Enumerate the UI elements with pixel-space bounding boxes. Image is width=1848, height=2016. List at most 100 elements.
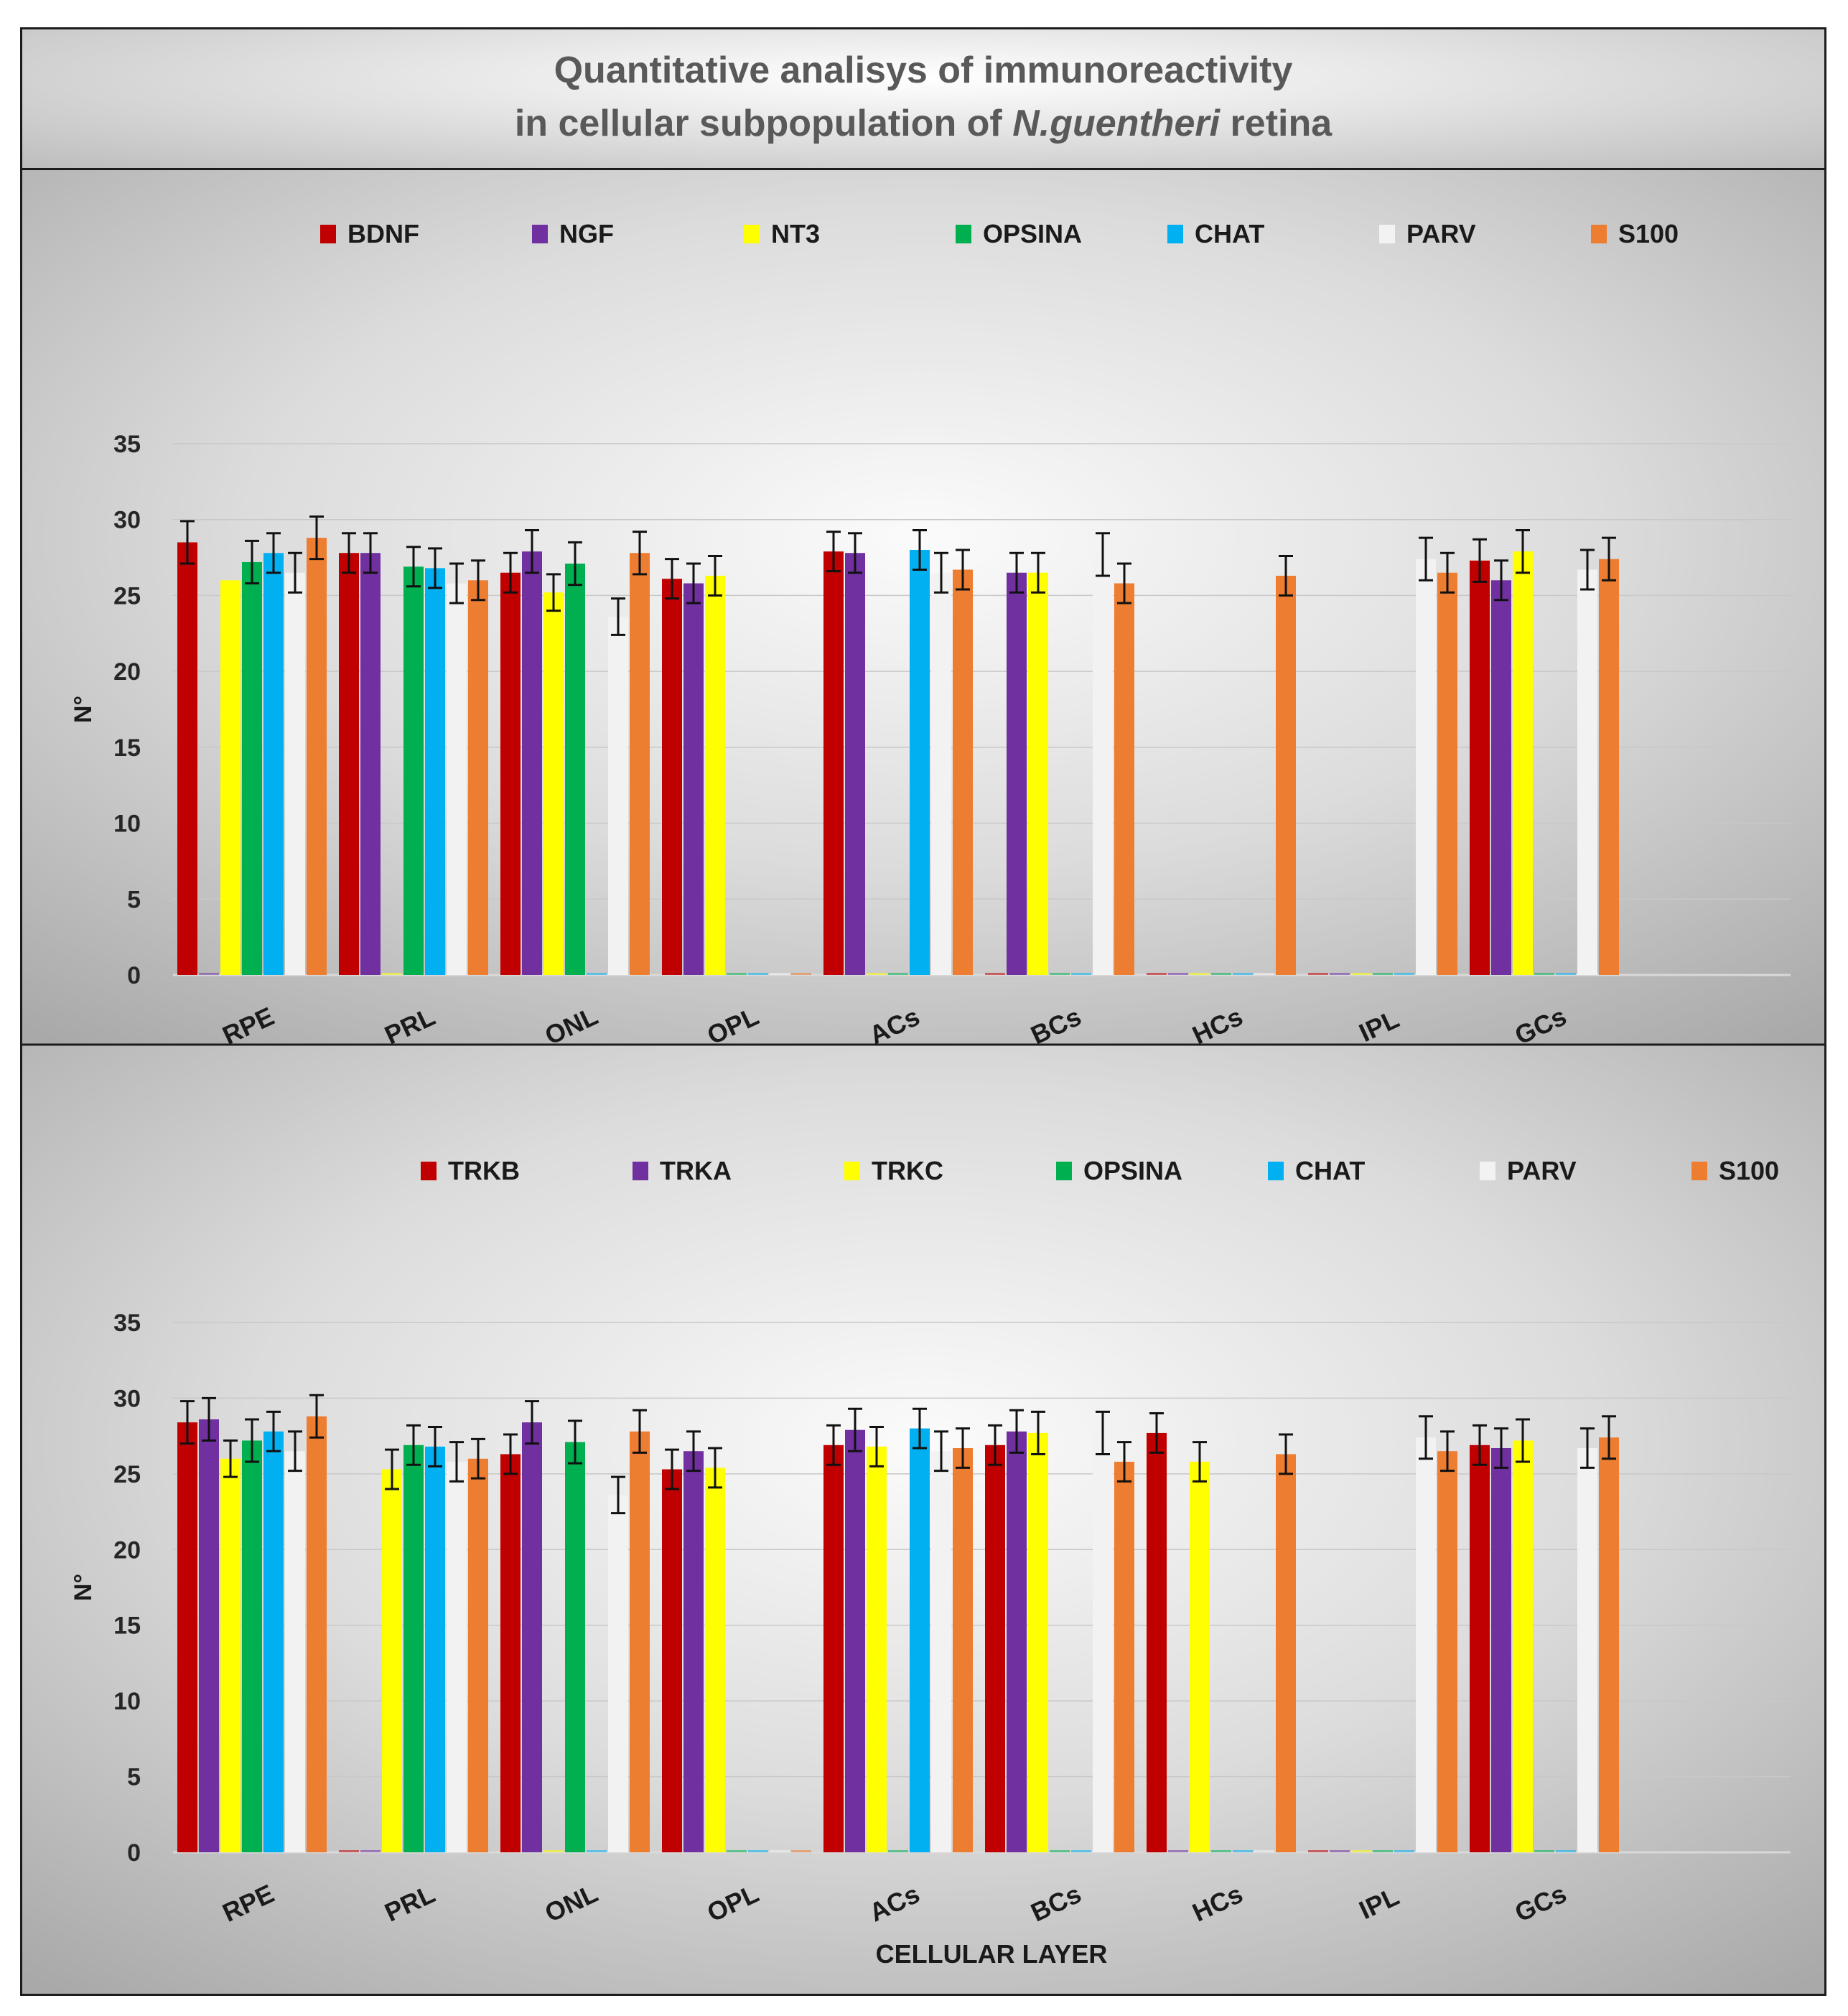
zero-bar-trka-prl	[360, 1850, 381, 1852]
y-axis-label: N°	[70, 1574, 97, 1601]
zero-bar-chat-hcs	[1233, 973, 1253, 975]
zero-bar-s100-opl	[791, 1850, 811, 1852]
bar-ngf-opl	[683, 583, 704, 975]
title-prefix: in cellular subpopulation of	[514, 103, 1013, 144]
zero-bar-opsina-opl	[727, 1850, 747, 1852]
bar-opsina-prl	[403, 1445, 424, 1852]
bar-bdnf-rpe	[177, 542, 197, 975]
zero-bar-trka-ipl	[1330, 1850, 1350, 1852]
zero-bar-chat-opl	[748, 1850, 768, 1852]
bar-bdnf-onl	[500, 572, 521, 975]
legend-label: BDNF	[347, 219, 419, 248]
bar-parv-ipl	[1416, 559, 1436, 975]
bar-trka-acs	[845, 1429, 865, 1852]
legend-item-trkc: TRKC	[844, 1156, 943, 1185]
bar-chat-prl	[425, 1446, 445, 1852]
zero-bar-opsina-opl	[727, 973, 747, 975]
legend-item-trka: TRKA	[633, 1156, 732, 1185]
legend-label: NGF	[559, 219, 614, 248]
zero-bar-chat-bcs	[1071, 1850, 1091, 1852]
bar-bdnf-acs	[823, 551, 844, 975]
bar-parv-onl	[608, 1495, 628, 1852]
title-suffix: retina	[1220, 103, 1333, 144]
bar-trkc-opl	[705, 1467, 725, 1852]
y-tick-label: 15	[113, 1613, 141, 1640]
legend-swatch	[1379, 225, 1395, 243]
legend-swatch	[1056, 1162, 1072, 1180]
bar-trkb-rpe	[177, 1422, 197, 1852]
zero-bar-s100-opl	[791, 973, 811, 975]
bar-nt3-bcs	[1028, 572, 1048, 975]
bar-opsina-rpe	[242, 1440, 262, 1852]
zero-bar-chat-onl	[587, 1850, 607, 1852]
zero-bar-ngf-hcs	[1168, 973, 1188, 975]
zero-bar-opsina-bcs	[1050, 1850, 1070, 1852]
x-axis-label: CELLULAR LAYER	[876, 1939, 1108, 1969]
bar-trka-bcs	[1007, 1431, 1027, 1852]
zero-bar-ngf-rpe	[199, 973, 219, 975]
legend-label: PARV	[1507, 1156, 1577, 1185]
legend-swatch	[532, 225, 548, 243]
legend-label: CHAT	[1295, 1156, 1365, 1185]
zero-bar-chat-onl	[587, 973, 607, 975]
legend-swatch	[1167, 225, 1183, 243]
bar-trkc-hcs	[1190, 1461, 1210, 1852]
y-tick-label: 5	[127, 886, 141, 913]
title-species: N.guentheri	[1012, 103, 1221, 144]
zero-bar-opsina-hcs	[1211, 1850, 1231, 1852]
bar-parv-bcs	[1093, 1432, 1113, 1852]
zero-bar-chat-bcs	[1071, 973, 1091, 975]
bar-parv-bcs	[1093, 554, 1113, 975]
zero-bar-opsina-gcs	[1534, 973, 1554, 975]
bar-opsina-prl	[403, 566, 424, 975]
bar-s100-hcs	[1276, 1454, 1296, 1852]
legend-label: S100	[1618, 219, 1679, 248]
y-tick-label: 15	[113, 734, 141, 762]
zero-bar-bdnf-bcs	[985, 973, 1005, 975]
legend-label: TRKB	[448, 1156, 520, 1185]
bar-opsina-onl	[565, 564, 585, 975]
bar-trka-gcs	[1491, 1448, 1511, 1852]
y-tick-label: 20	[113, 1536, 141, 1564]
bar-ngf-acs	[845, 553, 865, 975]
legend-item-opsina: OPSINA	[1056, 1156, 1182, 1185]
legend-swatch	[1691, 1162, 1707, 1180]
zero-bar-trkb-prl	[339, 1850, 359, 1852]
bar-ngf-prl	[360, 553, 381, 975]
legend-swatch	[1480, 1162, 1495, 1180]
zero-bar-opsina-acs	[888, 1850, 908, 1852]
bar-s100-hcs	[1276, 575, 1296, 975]
bar-trkc-gcs	[1513, 1440, 1533, 1852]
zero-bar-parv-hcs	[1254, 1850, 1274, 1852]
bar-chat-prl	[425, 568, 445, 975]
bar-parv-acs	[931, 572, 951, 975]
y-tick-label: 25	[113, 1461, 141, 1488]
bar-bdnf-opl	[662, 579, 682, 975]
bar-s100-gcs	[1599, 1437, 1619, 1852]
bar-s100-rpe	[307, 1416, 327, 1852]
legend-item-chat: CHAT	[1268, 1156, 1365, 1185]
legend-swatch	[320, 225, 336, 243]
legend-swatch	[421, 1162, 437, 1180]
zero-bar-ngf-ipl	[1330, 973, 1350, 975]
legend-swatch	[1591, 225, 1607, 243]
y-tick-label: 20	[113, 658, 141, 686]
y-tick-label: 10	[113, 1688, 141, 1715]
bar-s100-prl	[468, 1458, 488, 1852]
bar-s100-ipl	[1437, 572, 1457, 975]
bar-trka-rpe	[199, 1419, 219, 1852]
zero-bar-opsina-acs	[888, 973, 908, 975]
bar-trka-opl	[683, 1451, 704, 1852]
bar-parv-gcs	[1577, 569, 1597, 975]
legend-swatch	[956, 225, 971, 243]
bar-trkb-hcs	[1147, 1432, 1167, 1852]
bar-parv-ipl	[1416, 1437, 1436, 1852]
legend-item-opsina: OPSINA	[956, 219, 1082, 248]
bar-trkb-acs	[823, 1445, 844, 1852]
bar-s100-ipl	[1437, 1451, 1457, 1852]
bar-chat-acs	[910, 550, 930, 975]
bar-nt3-rpe	[220, 580, 241, 975]
zero-bar-chat-ipl	[1394, 973, 1414, 975]
zero-bar-chat-gcs	[1556, 973, 1576, 975]
